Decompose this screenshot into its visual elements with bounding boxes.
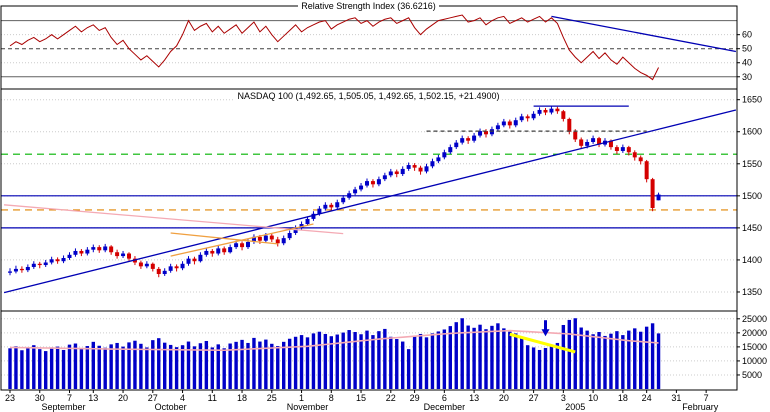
- down-arrow: [541, 320, 550, 337]
- svg-text:December: December: [424, 402, 466, 412]
- svg-text:13: 13: [469, 393, 479, 403]
- svg-text:5000: 5000: [742, 370, 762, 380]
- rsi-line: [9, 14, 659, 81]
- svg-text:8: 8: [329, 393, 334, 403]
- svg-text:25: 25: [267, 393, 277, 403]
- svg-text:1550: 1550: [742, 159, 762, 169]
- grid-lines: [1, 34, 737, 376]
- svg-text:1450: 1450: [742, 223, 762, 233]
- svg-text:20: 20: [499, 393, 509, 403]
- svg-text:6: 6: [442, 393, 447, 403]
- svg-text:1350: 1350: [742, 287, 762, 297]
- x-axis-labels: 23 30 7 13 20 27 4 11 18 25 1 8 15 22 29 6 13 20 27 3 10 18 24…: [5, 390, 719, 412]
- svg-text:27: 27: [529, 393, 539, 403]
- svg-text:27: 27: [148, 393, 158, 403]
- rsi-trendline: [551, 15, 737, 53]
- svg-text:11: 11: [208, 393, 217, 403]
- svg-text:15: 15: [356, 393, 366, 403]
- rising-trendline: [3, 109, 737, 294]
- svg-text:10000: 10000: [742, 356, 767, 366]
- svg-text:50: 50: [742, 44, 752, 54]
- price-horizontal-levels: [1, 153, 737, 229]
- svg-text:September: September: [42, 402, 86, 412]
- price-trendlines: [3, 105, 737, 294]
- volume-bars: [8, 318, 661, 389]
- svg-text:1500: 1500: [742, 191, 762, 201]
- svg-text:October: October: [155, 402, 187, 412]
- panel-borders: [0, 5, 738, 391]
- right-axis-labels: 60 50 40 30 1650 1600 1550 1500 1450 1400 1350 2500…: [737, 30, 767, 380]
- pennant-resistance: [170, 232, 278, 245]
- svg-text:20000: 20000: [742, 328, 767, 338]
- svg-text:23: 23: [5, 393, 15, 403]
- svg-text:1400: 1400: [742, 255, 762, 265]
- svg-text:20: 20: [118, 393, 128, 403]
- svg-text:30: 30: [742, 72, 752, 82]
- svg-text:1600: 1600: [742, 127, 762, 137]
- svg-text:25000: 25000: [742, 314, 767, 324]
- svg-text:November: November: [287, 402, 329, 412]
- svg-text:7: 7: [67, 393, 72, 403]
- svg-text:18: 18: [618, 393, 628, 403]
- svg-text:40: 40: [742, 58, 752, 68]
- svg-text:1: 1: [299, 393, 304, 403]
- svg-text:7: 7: [704, 393, 709, 403]
- svg-text:18: 18: [237, 393, 247, 403]
- pink-downtrend: [3, 204, 344, 235]
- svg-text:24: 24: [642, 393, 652, 403]
- svg-text:15000: 15000: [742, 342, 767, 352]
- volume-ma-line: [9, 329, 659, 352]
- svg-text:31: 31: [671, 393, 681, 403]
- svg-text:3: 3: [561, 393, 566, 403]
- svg-text:February: February: [682, 402, 719, 412]
- svg-text:1650: 1650: [742, 95, 762, 105]
- svg-text:30: 30: [35, 393, 45, 403]
- svg-text:13: 13: [88, 393, 98, 403]
- svg-text:22: 22: [386, 393, 396, 403]
- rsi-reference-lines: [1, 20, 737, 78]
- svg-text:29: 29: [410, 393, 420, 403]
- svg-text:10: 10: [588, 393, 598, 403]
- svg-text:4: 4: [180, 393, 185, 403]
- svg-text:60: 60: [742, 30, 752, 40]
- svg-text:2005: 2005: [565, 402, 585, 412]
- yellow-trendline: [509, 332, 576, 354]
